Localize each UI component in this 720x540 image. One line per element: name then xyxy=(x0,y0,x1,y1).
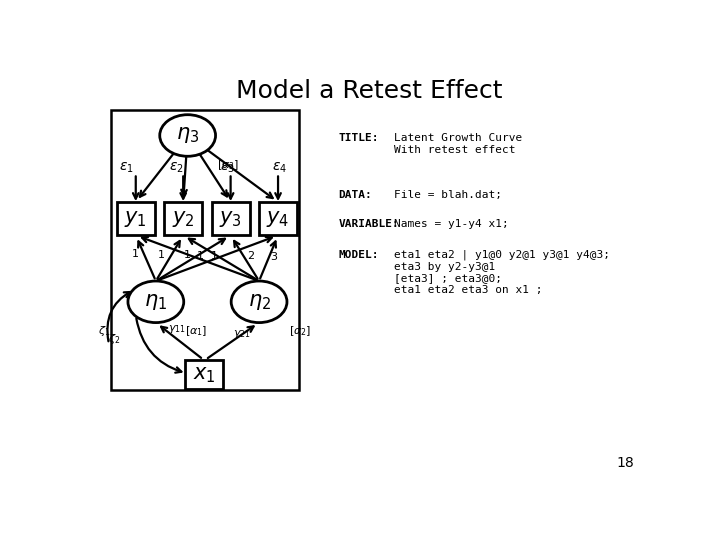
Text: Names = y1-y4 x1;: Names = y1-y4 x1; xyxy=(394,219,509,228)
Circle shape xyxy=(231,281,287,322)
Text: eta1 eta2 | y1@0 y2@1 y3@1 y4@3;
eta3 by y2-y3@1
[eta3] ; eta3@0;
eta1 eta2 eta3: eta1 eta2 | y1@0 y2@1 y3@1 y4@3; eta3 by… xyxy=(394,250,610,295)
Text: $[\alpha_2]$: $[\alpha_2]$ xyxy=(289,324,311,338)
Text: 1: 1 xyxy=(158,250,165,260)
Text: $x_1$: $x_1$ xyxy=(193,364,216,384)
Bar xyxy=(164,202,202,235)
Text: $\varepsilon_2$: $\varepsilon_2$ xyxy=(169,160,184,175)
Text: $y_4$: $y_4$ xyxy=(266,208,289,228)
Text: $\varepsilon_4$: $\varepsilon_4$ xyxy=(271,160,287,175)
Circle shape xyxy=(160,114,215,156)
Text: $[\alpha_3]$: $[\alpha_3]$ xyxy=(217,158,240,172)
Text: 2: 2 xyxy=(247,251,254,261)
Bar xyxy=(212,202,250,235)
Text: DATA:: DATA: xyxy=(338,190,372,200)
Text: $\eta_1$: $\eta_1$ xyxy=(144,292,167,312)
Text: $\eta_3$: $\eta_3$ xyxy=(176,125,199,145)
Text: $y_1$: $y_1$ xyxy=(125,208,147,228)
Bar xyxy=(117,202,155,235)
Text: MODEL:: MODEL: xyxy=(338,250,379,260)
Text: Latent Growth Curve
With retest effect: Latent Growth Curve With retest effect xyxy=(394,133,523,155)
Bar xyxy=(111,110,300,390)
Text: $\gamma_{21}$: $\gamma_{21}$ xyxy=(233,328,251,340)
Text: 1: 1 xyxy=(184,250,191,260)
Text: $\zeta_1$: $\zeta_1$ xyxy=(98,324,110,338)
Text: File = blah.dat;: File = blah.dat; xyxy=(394,190,502,200)
Text: $[\alpha_1]$: $[\alpha_1]$ xyxy=(186,324,208,338)
Text: 1: 1 xyxy=(211,251,217,261)
Text: $y_2$: $y_2$ xyxy=(172,208,194,228)
Text: 1: 1 xyxy=(132,249,139,259)
Text: $\zeta_2$: $\zeta_2$ xyxy=(108,332,120,346)
Text: Model a Retest Effect: Model a Retest Effect xyxy=(235,79,503,103)
Text: $\eta_2$: $\eta_2$ xyxy=(248,292,271,312)
Bar xyxy=(259,202,297,235)
Text: $\varepsilon_1$: $\varepsilon_1$ xyxy=(120,160,134,175)
Circle shape xyxy=(128,281,184,322)
Text: VARIABLE:: VARIABLE: xyxy=(338,219,399,228)
Text: $\gamma_{11}$: $\gamma_{11}$ xyxy=(168,323,186,335)
Text: 1: 1 xyxy=(197,251,204,261)
Text: TITLE:: TITLE: xyxy=(338,133,379,144)
Bar xyxy=(186,360,223,389)
Text: $y_3$: $y_3$ xyxy=(219,208,242,228)
Text: $\varepsilon_3$: $\varepsilon_3$ xyxy=(220,160,235,175)
Text: 3: 3 xyxy=(271,252,278,262)
Text: 18: 18 xyxy=(616,456,634,470)
